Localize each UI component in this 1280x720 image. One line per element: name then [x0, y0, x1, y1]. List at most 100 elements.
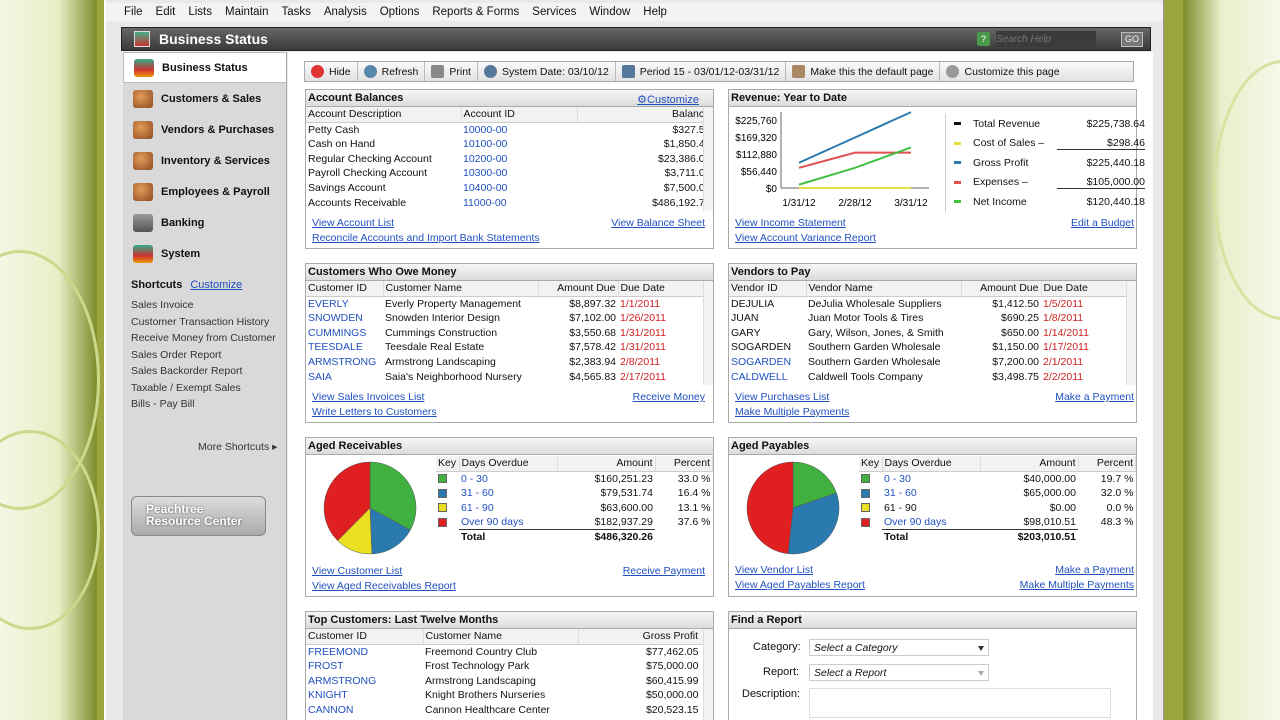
table-row[interactable]: 31 - 60 $79,531.74 16.4 % — [436, 486, 713, 501]
table-row[interactable]: KNIGHT Knight Brothers Nurseries $50,000.0… — [306, 688, 713, 703]
column-header[interactable]: Amount — [980, 456, 1079, 472]
menu-lists[interactable]: Lists — [188, 6, 213, 18]
cell[interactable]: 10400-00 — [463, 182, 508, 195]
column-header[interactable]: Amount Due — [538, 281, 619, 297]
table-row[interactable]: TEESDALE Teesdale Real Estate $7,578.42 1/3… — [306, 340, 713, 355]
table-row[interactable]: SOGARDEN Southern Garden Wholesale $1,150.… — [729, 340, 1136, 355]
column-header[interactable]: Days Overdue — [882, 456, 981, 472]
table-row[interactable]: ARMSTRONG Armstrong Landscaping $2,383.94 2… — [306, 355, 713, 370]
cell[interactable]: ARMSTRONG — [308, 674, 377, 687]
table-row[interactable]: 0 - 30 $160,251.23 33.0 % — [436, 471, 713, 486]
table-row[interactable]: 61 - 90 $63,600.00 13.1 % — [436, 500, 713, 515]
cell[interactable]: Over 90 days — [884, 516, 947, 529]
column-header[interactable]: Customer ID — [306, 629, 424, 645]
scrollbar[interactable] — [703, 108, 713, 211]
refresh-button[interactable]: Refresh — [358, 62, 426, 81]
period-button[interactable]: Period 15 - 03/01/12-03/31/12 — [616, 62, 787, 81]
menu-edit[interactable]: Edit — [155, 6, 176, 18]
cell[interactable]: 61 - 90 — [461, 501, 494, 514]
column-header[interactable]: Amount Due — [961, 281, 1042, 297]
cell[interactable]: SNOWDEN — [308, 312, 363, 325]
sidebar-item-business-status[interactable]: Business Status — [123, 52, 286, 83]
print-button[interactable]: Print — [425, 62, 478, 81]
go-button[interactable]: GO — [1121, 32, 1143, 47]
category-select[interactable]: Select a Category — [809, 639, 989, 656]
cell[interactable]: FROST — [308, 660, 344, 673]
table-row[interactable]: Payroll Checking Account 10300-00 $3,711.0… — [306, 166, 713, 181]
shortcuts-customize-link[interactable]: Customize — [190, 279, 243, 291]
sidebar-item-employees-payroll[interactable]: Employees & Payroll — [123, 176, 286, 207]
hide-button[interactable]: Hide — [305, 62, 358, 81]
shortcut-backorder-report[interactable]: Sales Backorder Report — [131, 365, 243, 377]
table-row[interactable]: ARMSTRONG Armstrong Landscaping $60,415.99 — [306, 673, 713, 688]
sidebar-item-vendors-purchases[interactable]: Vendors & Purchases — [123, 114, 286, 145]
column-header[interactable]: Vendor Name — [806, 281, 962, 297]
column-header[interactable]: Customer Name — [423, 629, 579, 645]
sidebar-item-customers-sales[interactable]: Customers & Sales — [123, 83, 286, 114]
table-row[interactable]: Over 90 days $182,937.29 37.6 % — [436, 515, 713, 530]
more-shortcuts-link[interactable]: More Shortcuts ▸ — [198, 441, 277, 453]
table-row[interactable]: 0 - 30 $40,000.00 19.7 % — [859, 471, 1136, 486]
column-header[interactable]: Percent — [1078, 456, 1136, 472]
table-row[interactable]: SOGARDEN Southern Garden Wholesale $7,200.… — [729, 355, 1136, 370]
column-header[interactable]: Due Date — [618, 281, 713, 297]
cell[interactable]: 0 - 30 — [884, 472, 911, 485]
system-date-button[interactable]: System Date: 03/10/12 — [478, 62, 616, 81]
cell[interactable]: SAIA — [308, 370, 332, 383]
table-row[interactable]: FREEMOND Freemond Country Club $77,462.05 — [306, 644, 713, 659]
cell[interactable]: EVERLY — [308, 297, 349, 310]
shortcut-receive-money[interactable]: Receive Money from Customer — [131, 332, 276, 344]
view-vendor-list-link[interactable]: View Vendor List — [735, 564, 814, 576]
cell[interactable]: CANNON — [308, 704, 354, 717]
table-row[interactable]: FROST Frost Technology Park $75,000.00 — [306, 659, 713, 674]
table-row[interactable]: Cash on Hand 10100-00 $1,850.45 — [306, 137, 713, 152]
table-row[interactable]: GARY Gary, Wilson, Jones, & Smith $650.00 1… — [729, 325, 1136, 340]
cell[interactable]: 10200-00 — [463, 152, 508, 165]
table-row[interactable]: Accounts Receivable 11000-00 $486,192.71 — [306, 195, 713, 210]
scrollbar[interactable] — [703, 282, 713, 385]
menu-analysis[interactable]: Analysis — [323, 6, 367, 18]
menu-window[interactable]: Window — [589, 6, 631, 18]
menu-options[interactable]: Options — [379, 6, 420, 18]
menu-maintain[interactable]: Maintain — [225, 6, 269, 18]
view-aged-payables-link[interactable]: View Aged Payables Report — [735, 579, 865, 591]
cell[interactable]: 31 - 60 — [884, 487, 917, 500]
table-row[interactable]: CANNON Cannon Healthcare Center $20,523.15 — [306, 703, 713, 718]
cell[interactable]: TEESDALE — [308, 341, 363, 354]
table-row[interactable]: SNOWDEN Snowden Interior Design $7,102.00 1… — [306, 311, 713, 326]
view-income-statement-link[interactable]: View Income Statement — [735, 217, 846, 229]
receive-money-link[interactable]: Receive Money — [632, 391, 705, 403]
shortcut-sales-invoice[interactable]: Sales Invoice — [131, 299, 194, 311]
cell[interactable]: KNIGHT — [308, 689, 348, 702]
column-header[interactable]: Amount — [557, 456, 656, 472]
column-header[interactable]: Key — [436, 456, 460, 472]
table-row[interactable]: Over 90 days $98,010.51 48.3 % — [859, 515, 1136, 530]
column-header[interactable]: Due Date — [1041, 281, 1136, 297]
cell[interactable]: SOGARDEN — [731, 356, 792, 369]
view-balance-sheet-link[interactable]: View Balance Sheet — [611, 217, 705, 229]
cell[interactable]: 11000-00 — [463, 196, 507, 209]
make-payment-link[interactable]: Make a Payment — [1055, 391, 1134, 403]
table-row[interactable]: 31 - 60 $65,000.00 32.0 % — [859, 486, 1136, 501]
scrollbar[interactable] — [703, 630, 713, 720]
write-letters-link[interactable]: Write Letters to Customers — [312, 406, 437, 418]
edit-budget-link[interactable]: Edit a Budget — [1070, 217, 1134, 229]
view-purchases-list-link[interactable]: View Purchases List — [735, 391, 830, 403]
make-multiple-payments-link[interactable]: Make Multiple Payments — [1019, 579, 1134, 591]
column-header[interactable]: Percent — [655, 456, 713, 472]
scrollbar[interactable] — [1126, 282, 1136, 385]
menu-reports-forms[interactable]: Reports & Forms — [432, 6, 520, 18]
cell[interactable]: FREEMOND — [308, 645, 369, 658]
make-payment-link[interactable]: Make a Payment — [1055, 564, 1134, 576]
cell[interactable]: 10100-00 — [463, 138, 508, 151]
report-select[interactable]: Select a Report — [809, 664, 989, 681]
column-header[interactable]: Account ID — [461, 107, 578, 123]
shortcut-sales-order-report[interactable]: Sales Order Report — [131, 348, 222, 361]
view-sales-invoices-link[interactable]: View Sales Invoices List — [312, 391, 425, 403]
reconcile-accounts-link[interactable]: Reconcile Accounts and Import Bank State… — [312, 232, 540, 244]
table-row[interactable]: CUMMINGS Cummings Construction $3,550.68 1/… — [306, 325, 713, 340]
sidebar-item-system[interactable]: System — [123, 238, 286, 269]
page-scrollbar[interactable] — [1137, 84, 1147, 720]
shortcut-customer-history[interactable]: Customer Transaction History — [131, 315, 270, 328]
shortcut-pay-bill[interactable]: Bills - Pay Bill — [131, 398, 195, 410]
